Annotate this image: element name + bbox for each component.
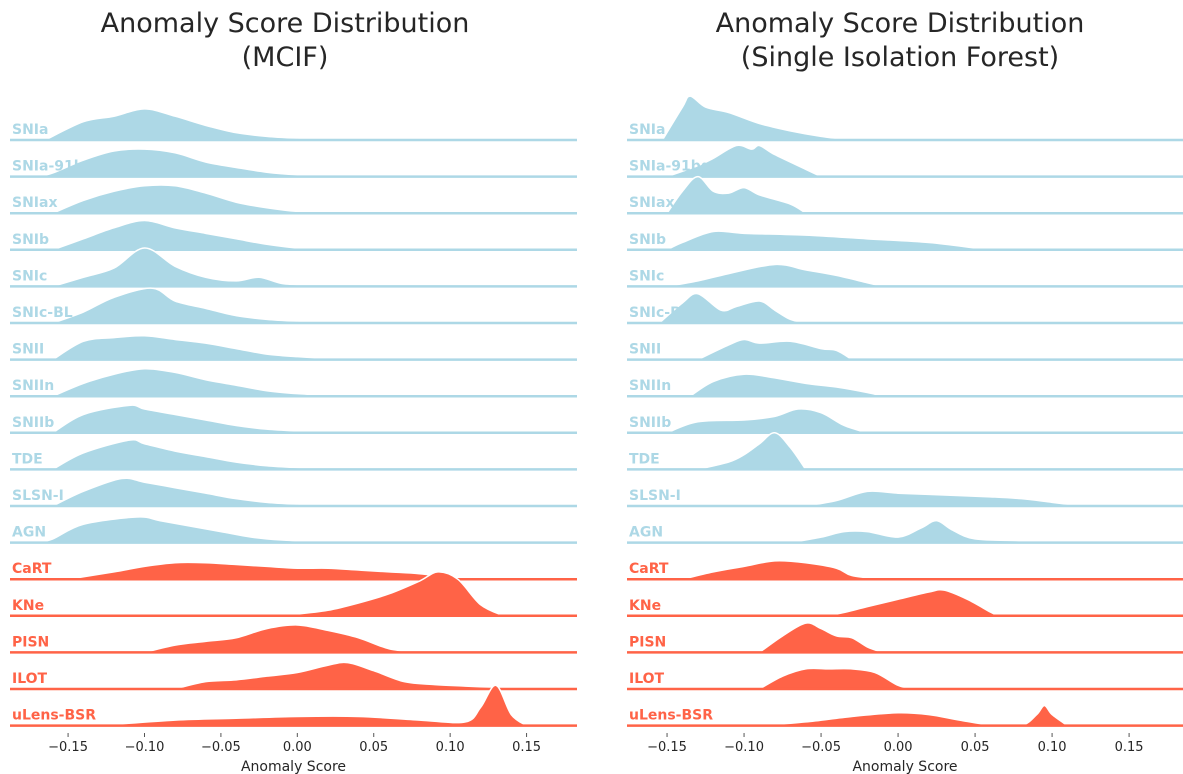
ridge-area [666,144,822,178]
ridge-label: KNe [12,598,44,614]
ridge-area [805,588,999,617]
ridge-label: SNIa-91bg [629,159,711,175]
ridge-area [759,704,1070,727]
ridge-area [52,184,359,214]
ridge-area [37,148,359,178]
ridge-label: uLens-BSR [629,708,713,724]
ridge-label: CaRT [12,561,52,577]
ridge-area [697,432,808,471]
x-tick-label: −0.15 [647,740,687,755]
ridge-label: SNIax [629,195,675,211]
ridge-label: SNIa [629,122,665,138]
ridge-label: TDE [629,451,660,467]
ridge-area [757,622,883,654]
chart-title: Anomaly Score Distribution [101,8,470,39]
ridge-label: SNIIb [12,415,54,431]
ridge-label: SNIc-BL [12,305,73,321]
ridge-area [52,367,359,397]
ridge-area [174,661,527,690]
ridge-area [266,571,504,617]
ridge-label: SNII [12,342,44,358]
x-tick-label: 0.05 [961,740,990,755]
ridge-area [697,338,855,361]
chart-title: (MCIF) [242,42,329,73]
ridge-area [50,335,359,361]
x-tick-label: −0.15 [48,740,88,755]
x-tick-label: 0.05 [359,740,388,755]
x-tick-label: −0.05 [201,740,241,755]
ridge-area [666,263,883,288]
ridge-label: KNe [629,598,661,614]
ridge-area [661,95,852,141]
ridge-label: TDE [12,451,43,467]
x-axis-label: Anomaly Score [852,759,957,774]
ridge-area [67,561,481,580]
chart-title: (Single Isolation Forest) [741,42,1059,73]
ridge-label: SLSN-I [629,488,681,504]
x-tick-label: 0.10 [436,740,465,755]
x-tick-label: −0.10 [125,740,165,755]
ridge-label: CaRT [629,561,669,577]
ridge-area [98,684,529,727]
x-tick-label: 0.15 [512,740,541,755]
ridge-area [666,230,991,251]
x-tick-label: 0.15 [1115,740,1144,755]
ridge-label: SNIax [12,195,58,211]
ridge-label: SNIc [12,268,47,284]
ridge-label: SNIa-91bg [12,159,94,175]
ridge-area [52,477,359,507]
ridge-area [44,108,359,141]
ridge-area [37,516,344,544]
ridge-label: ILOT [12,671,48,687]
ridge-area [790,519,1053,544]
ridge-label: SNIb [629,232,666,248]
ridge-area [756,667,914,690]
x-axis-label: Anomaly Score [241,759,346,774]
ridge-label: SNIb [12,232,49,248]
x-tick-label: 0.00 [884,740,913,755]
ridge-area [805,490,1083,507]
ridge-label: PISN [629,634,666,650]
ridge-label: SLSN-I [12,488,64,504]
ridge-label: SNIc-BL [629,305,690,321]
ridge-label: AGN [629,525,663,541]
x-tick-label: −0.10 [724,740,764,755]
ridge-label: AGN [12,525,46,541]
ridge-area [52,219,359,251]
ridge-area [665,175,809,214]
ridge-label: SNII [629,342,661,358]
x-tick-label: 0.00 [283,740,312,755]
ridge-area [52,287,359,324]
ridge-label: SNIIn [629,378,671,394]
ridge-area [666,408,868,434]
ridge-label: SNIIn [12,378,54,394]
x-tick-label: 0.10 [1038,740,1067,755]
ridge-area [657,292,806,324]
ridge-label: PISN [12,634,49,650]
ridge-area [687,373,883,397]
ridge-area [682,560,883,580]
ridge-area [52,439,359,471]
ridge-label: SNIIb [629,415,671,431]
ridge-area [50,404,359,434]
ridge-label: SNIa [12,122,48,138]
ridge-area [144,624,420,654]
chart-title: Anomaly Score Distribution [716,8,1085,39]
ridge-area [52,247,344,288]
ridge-label: ILOT [629,671,665,687]
ridge-label: uLens-BSR [12,708,96,724]
ridge-label: SNIc [629,268,664,284]
x-tick-label: −0.05 [801,740,841,755]
